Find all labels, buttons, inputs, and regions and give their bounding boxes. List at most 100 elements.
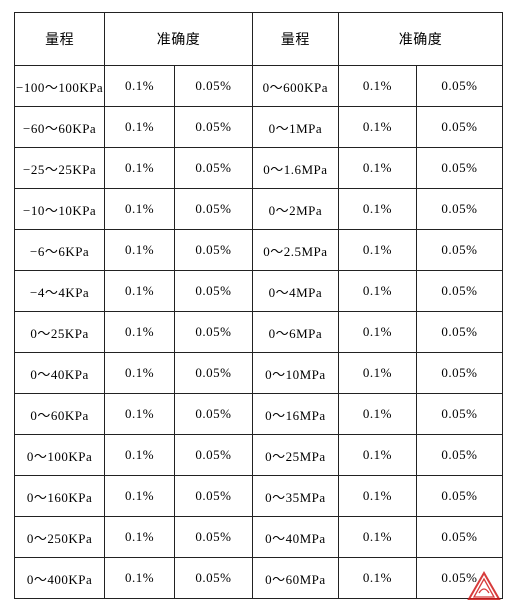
range-b-cell: 0～2MPa xyxy=(252,189,338,230)
accuracy-a1-cell: 0.1% xyxy=(105,271,175,312)
accuracy-b1-cell: 0.1% xyxy=(338,435,416,476)
accuracy-a1-cell: 0.1% xyxy=(105,476,175,517)
accuracy-a2-cell: 0.05% xyxy=(174,558,252,599)
accuracy-b2-cell: 0.05% xyxy=(416,230,502,271)
accuracy-b2-cell: 0.05% xyxy=(416,394,502,435)
accuracy-b1-cell: 0.1% xyxy=(338,353,416,394)
range-b-cell: 0～6MPa xyxy=(252,312,338,353)
accuracy-a2-cell: 0.05% xyxy=(174,107,252,148)
accuracy-a2-cell: 0.05% xyxy=(174,353,252,394)
accuracy-b1-cell: 0.1% xyxy=(338,312,416,353)
accuracy-a1-cell: 0.1% xyxy=(105,148,175,189)
accuracy-a1-cell: 0.1% xyxy=(105,394,175,435)
accuracy-b1-cell: 0.1% xyxy=(338,476,416,517)
table-body: −100～100KPa0.1%0.05%0～600KPa0.1%0.05%−60… xyxy=(15,66,503,599)
accuracy-b1-cell: 0.1% xyxy=(338,271,416,312)
accuracy-b2-cell: 0.05% xyxy=(416,189,502,230)
accuracy-b1-cell: 0.1% xyxy=(338,189,416,230)
range-b-cell: 0～600KPa xyxy=(252,66,338,107)
range-b-cell: 0～40MPa xyxy=(252,517,338,558)
accuracy-b2-cell: 0.05% xyxy=(416,558,502,599)
accuracy-b2-cell: 0.05% xyxy=(416,353,502,394)
table-row: 0～60KPa0.1%0.05%0～16MPa0.1%0.05% xyxy=(15,394,503,435)
range-b-cell: 0～25MPa xyxy=(252,435,338,476)
range-a-cell: −60～60KPa xyxy=(15,107,105,148)
accuracy-b1-cell: 0.1% xyxy=(338,517,416,558)
page: 量程 准确度 量程 准确度 −100～100KPa0.1%0.05%0～600K… xyxy=(0,0,517,613)
header-range-a: 量程 xyxy=(15,13,105,66)
range-a-cell: −4～4KPa xyxy=(15,271,105,312)
accuracy-b1-cell: 0.1% xyxy=(338,107,416,148)
range-b-cell: 0～2.5MPa xyxy=(252,230,338,271)
range-b-cell: 0～10MPa xyxy=(252,353,338,394)
accuracy-b1-cell: 0.1% xyxy=(338,148,416,189)
accuracy-b1-cell: 0.1% xyxy=(338,558,416,599)
accuracy-b2-cell: 0.05% xyxy=(416,517,502,558)
accuracy-a2-cell: 0.05% xyxy=(174,66,252,107)
range-a-cell: −25～25KPa xyxy=(15,148,105,189)
table-row: −60～60KPa0.1%0.05%0～1MPa0.1%0.05% xyxy=(15,107,503,148)
accuracy-a1-cell: 0.1% xyxy=(105,230,175,271)
accuracy-a2-cell: 0.05% xyxy=(174,189,252,230)
accuracy-b2-cell: 0.05% xyxy=(416,271,502,312)
range-a-cell: 0～60KPa xyxy=(15,394,105,435)
accuracy-a1-cell: 0.1% xyxy=(105,517,175,558)
table-row: 0～250KPa0.1%0.05%0～40MPa0.1%0.05% xyxy=(15,517,503,558)
accuracy-a1-cell: 0.1% xyxy=(105,66,175,107)
range-a-cell: 0～40KPa xyxy=(15,353,105,394)
accuracy-b1-cell: 0.1% xyxy=(338,66,416,107)
header-accuracy-b: 准确度 xyxy=(338,13,502,66)
accuracy-a2-cell: 0.05% xyxy=(174,271,252,312)
table-row: −4～4KPa0.1%0.05%0～4MPa0.1%0.05% xyxy=(15,271,503,312)
accuracy-b2-cell: 0.05% xyxy=(416,435,502,476)
header-range-b: 量程 xyxy=(252,13,338,66)
table-row: −6～6KPa0.1%0.05%0～2.5MPa0.1%0.05% xyxy=(15,230,503,271)
accuracy-b2-cell: 0.05% xyxy=(416,148,502,189)
range-b-cell: 0～4MPa xyxy=(252,271,338,312)
range-a-cell: 0～400KPa xyxy=(15,558,105,599)
accuracy-a2-cell: 0.05% xyxy=(174,148,252,189)
accuracy-b2-cell: 0.05% xyxy=(416,476,502,517)
accuracy-b2-cell: 0.05% xyxy=(416,107,502,148)
accuracy-a1-cell: 0.1% xyxy=(105,189,175,230)
accuracy-a2-cell: 0.05% xyxy=(174,394,252,435)
accuracy-b2-cell: 0.05% xyxy=(416,66,502,107)
range-b-cell: 0～35MPa xyxy=(252,476,338,517)
accuracy-b1-cell: 0.1% xyxy=(338,230,416,271)
accuracy-b2-cell: 0.05% xyxy=(416,312,502,353)
header-accuracy-a: 准确度 xyxy=(105,13,253,66)
range-a-cell: 0～25KPa xyxy=(15,312,105,353)
range-b-cell: 0～1.6MPa xyxy=(252,148,338,189)
accuracy-a1-cell: 0.1% xyxy=(105,353,175,394)
accuracy-a2-cell: 0.05% xyxy=(174,435,252,476)
table-row: −100～100KPa0.1%0.05%0～600KPa0.1%0.05% xyxy=(15,66,503,107)
range-a-cell: 0～160KPa xyxy=(15,476,105,517)
table-row: −25～25KPa0.1%0.05%0～1.6MPa0.1%0.05% xyxy=(15,148,503,189)
range-a-cell: −6～6KPa xyxy=(15,230,105,271)
table-row: 0～400KPa0.1%0.05%0～60MPa0.1%0.05% xyxy=(15,558,503,599)
table-row: −10～10KPa0.1%0.05%0～2MPa0.1%0.05% xyxy=(15,189,503,230)
table-head: 量程 准确度 量程 准确度 xyxy=(15,13,503,66)
table-row: 0～25KPa0.1%0.05%0～6MPa0.1%0.05% xyxy=(15,312,503,353)
table-row: 0～100KPa0.1%0.05%0～25MPa0.1%0.05% xyxy=(15,435,503,476)
range-b-cell: 0～60MPa xyxy=(252,558,338,599)
range-b-cell: 0～1MPa xyxy=(252,107,338,148)
range-a-cell: −10～10KPa xyxy=(15,189,105,230)
spec-table: 量程 准确度 量程 准确度 −100～100KPa0.1%0.05%0～600K… xyxy=(14,12,503,599)
table-header-row: 量程 准确度 量程 准确度 xyxy=(15,13,503,66)
range-b-cell: 0～16MPa xyxy=(252,394,338,435)
range-a-cell: −100～100KPa xyxy=(15,66,105,107)
range-a-cell: 0～250KPa xyxy=(15,517,105,558)
accuracy-a2-cell: 0.05% xyxy=(174,230,252,271)
accuracy-b1-cell: 0.1% xyxy=(338,394,416,435)
table-row: 0～40KPa0.1%0.05%0～10MPa0.1%0.05% xyxy=(15,353,503,394)
table-row: 0～160KPa0.1%0.05%0～35MPa0.1%0.05% xyxy=(15,476,503,517)
accuracy-a1-cell: 0.1% xyxy=(105,558,175,599)
accuracy-a1-cell: 0.1% xyxy=(105,312,175,353)
accuracy-a1-cell: 0.1% xyxy=(105,107,175,148)
range-a-cell: 0～100KPa xyxy=(15,435,105,476)
accuracy-a2-cell: 0.05% xyxy=(174,312,252,353)
accuracy-a2-cell: 0.05% xyxy=(174,517,252,558)
accuracy-a1-cell: 0.1% xyxy=(105,435,175,476)
accuracy-a2-cell: 0.05% xyxy=(174,476,252,517)
